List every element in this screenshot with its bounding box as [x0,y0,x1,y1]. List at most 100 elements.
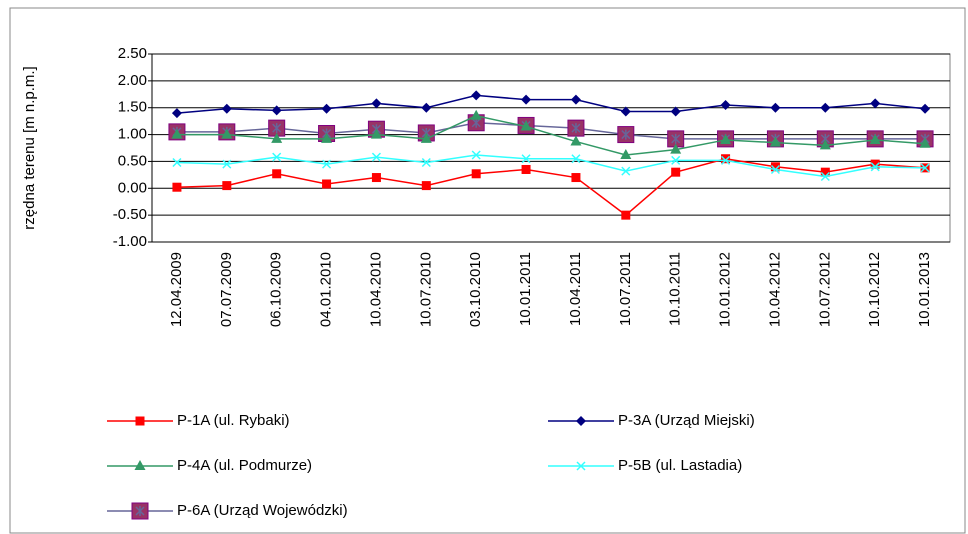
series-line [176,114,926,156]
point [920,163,930,173]
x-tick-label: 10.01.2013 [916,252,933,327]
point [620,106,631,117]
point [521,94,532,105]
legend-label: P-1A (ul. Rybaki) [177,412,290,429]
point [919,137,931,148]
legend-label: P-3A (Urząd Miejski) [618,412,755,429]
point [671,167,681,177]
x-tick-label: 10.10.2012 [866,252,883,327]
point [272,152,282,162]
point [370,128,382,139]
point [869,133,881,144]
point [570,94,581,105]
point [720,100,731,111]
legend-marker [134,460,146,470]
point [172,182,182,192]
point [870,162,880,172]
point [221,103,232,114]
point [421,157,431,168]
point [819,139,831,150]
point [567,119,585,137]
series-line [176,154,926,178]
point [770,102,781,113]
point [171,108,182,119]
legend-marker [131,502,149,520]
point [769,136,781,147]
point [521,154,531,164]
point [571,173,581,183]
x-tick-label: 10.07.2011 [617,252,634,326]
point [322,159,332,169]
x-tick-label: 10.07.2012 [816,252,833,327]
point [670,143,682,154]
y-tick-label: 1.00 [118,126,147,143]
point [571,154,581,164]
legend-label: P-5B (ul. Lastadia) [618,457,742,474]
point [371,173,381,183]
point [471,150,481,160]
x-tick-label: 10.10.2011 [667,252,684,326]
x-tick-label: 04.01.2010 [318,252,335,327]
x-tick-label: 10.04.2011 [567,252,584,326]
point [521,164,531,174]
point [321,132,333,143]
point [221,128,233,139]
point [621,166,631,176]
point [271,132,283,143]
point [322,179,332,189]
x-tick-label: 07.07.2009 [218,252,235,327]
y-tick-label: -0.50 [113,206,147,223]
point [870,159,880,169]
y-axis-label: rzędna terenu [m n.p.m.] [21,66,38,229]
x-tick-label: 10.01.2011 [517,252,534,326]
point [321,103,332,114]
point [620,148,632,159]
y-tick-label: 2.50 [118,45,147,62]
point [222,159,232,169]
point [222,181,232,191]
x-tick-label: 10.04.2012 [766,252,783,327]
y-tick-label: -1.00 [113,233,147,250]
point [172,157,182,168]
point [470,109,482,120]
point [820,102,831,113]
legend-label: P-4A (ul. Podmurze) [177,457,312,474]
point [371,98,382,109]
series-line [176,157,926,217]
point [272,169,282,179]
point [920,103,931,114]
point [371,152,381,162]
point [770,162,780,172]
point [671,155,681,165]
point [670,106,681,117]
point [570,135,582,146]
y-tick-label: 2.00 [118,72,147,89]
legend-label: P-6A (Urząd Wojewódzki) [177,502,348,519]
point [171,128,183,139]
plot-area [151,53,951,243]
y-tick-label: 1.50 [118,99,147,116]
point [820,167,830,177]
point [721,155,731,165]
legend-marker [135,416,145,426]
y-tick-label: 0.50 [118,152,147,169]
x-tick-label: 10.07.2010 [417,252,434,327]
point [870,98,881,109]
point [471,90,482,101]
point [421,102,432,113]
point [621,210,631,220]
point [816,130,834,148]
point [520,120,532,131]
point [820,171,830,181]
point [617,126,635,144]
series-line [176,94,926,114]
point [421,181,431,191]
point [770,164,780,175]
x-tick-label: 12.04.2009 [168,252,185,327]
x-tick-label: 06.10.2009 [268,252,285,327]
point [271,105,282,116]
y-tick-label: 0.00 [118,179,147,196]
point [720,133,732,144]
x-tick-label: 10.01.2012 [717,252,734,327]
